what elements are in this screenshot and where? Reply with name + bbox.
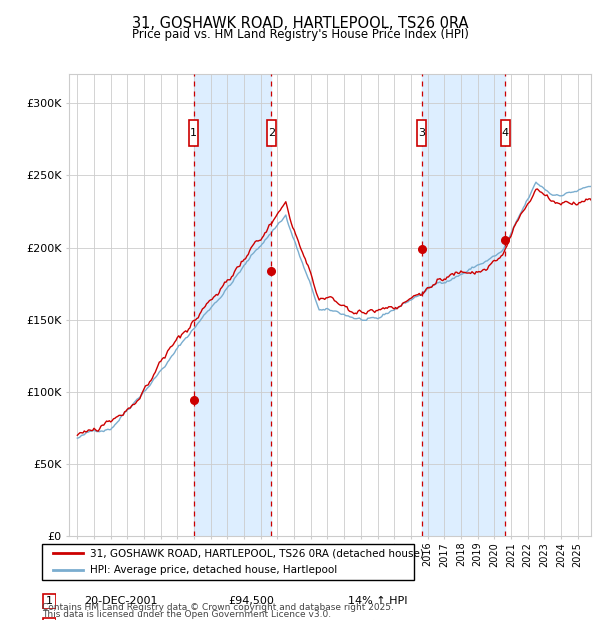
FancyBboxPatch shape: [417, 120, 427, 146]
Text: £94,500: £94,500: [228, 596, 274, 606]
Text: 2: 2: [268, 128, 275, 138]
Text: This data is licensed under the Open Government Licence v3.0.: This data is licensed under the Open Gov…: [42, 609, 331, 619]
FancyBboxPatch shape: [501, 120, 510, 146]
Text: 1: 1: [46, 596, 53, 606]
Bar: [422, 74, 505, 536]
Text: 14% ↑ HPI: 14% ↑ HPI: [348, 596, 407, 606]
Bar: [194, 74, 271, 536]
FancyBboxPatch shape: [189, 120, 198, 146]
Text: 3: 3: [418, 128, 425, 138]
FancyBboxPatch shape: [43, 594, 56, 609]
Text: Contains HM Land Registry data © Crown copyright and database right 2025.: Contains HM Land Registry data © Crown c…: [42, 603, 394, 612]
Text: HPI: Average price, detached house, Hartlepool: HPI: Average price, detached house, Hart…: [91, 565, 338, 575]
FancyBboxPatch shape: [43, 618, 56, 620]
Text: 4: 4: [502, 128, 509, 138]
Text: 31, GOSHAWK ROAD, HARTLEPOOL, TS26 0RA (detached house): 31, GOSHAWK ROAD, HARTLEPOOL, TS26 0RA (…: [91, 549, 424, 559]
Text: 1: 1: [190, 128, 197, 138]
Text: 31, GOSHAWK ROAD, HARTLEPOOL, TS26 0RA: 31, GOSHAWK ROAD, HARTLEPOOL, TS26 0RA: [132, 16, 468, 30]
Text: Price paid vs. HM Land Registry's House Price Index (HPI): Price paid vs. HM Land Registry's House …: [131, 28, 469, 41]
FancyBboxPatch shape: [42, 544, 414, 580]
FancyBboxPatch shape: [267, 120, 276, 146]
Text: 20-DEC-2001: 20-DEC-2001: [84, 596, 157, 606]
